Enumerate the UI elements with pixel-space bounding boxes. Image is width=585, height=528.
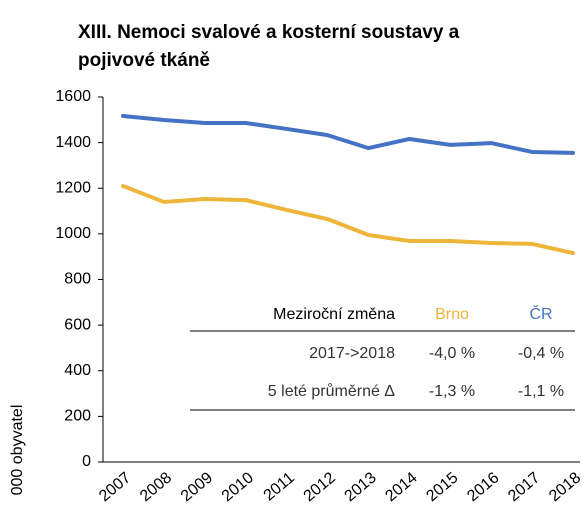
table-cell: -1,1 % — [518, 383, 564, 400]
table-cell: -4,0 % — [429, 345, 475, 362]
x-tick-label: 2017 — [505, 469, 543, 505]
table-cell: -0,4 % — [518, 345, 564, 362]
chart-title: pojivové tkáně — [78, 50, 210, 71]
x-tick-label: 2014 — [382, 469, 420, 505]
table-header: Brno — [435, 306, 469, 323]
x-tick-label: 2018 — [546, 469, 584, 505]
y-axis-label: 000 obyvatel — [9, 405, 26, 496]
table-cell: -1,3 % — [429, 383, 475, 400]
y-tick-label: 600 — [64, 316, 91, 333]
y-tick-label: 200 — [64, 408, 91, 425]
table-cell: 5 leté průměrné Δ — [268, 382, 396, 400]
x-tick-label: 2016 — [464, 469, 502, 505]
x-tick-label: 2008 — [137, 469, 175, 505]
y-tick-label: 800 — [64, 271, 91, 288]
y-tick-label: 1400 — [55, 134, 91, 151]
y-tick-label: 0 — [82, 453, 91, 470]
y-tick-label: 1200 — [55, 179, 91, 196]
x-tick-label: 2012 — [301, 469, 339, 505]
y-tick-label: 400 — [64, 362, 91, 379]
table-header: ČR — [529, 304, 552, 323]
chart-title: XIII. Nemoci svalové a kosterní soustavy… — [78, 22, 460, 43]
x-tick-label: 2015 — [423, 469, 461, 505]
x-tick-label: 2010 — [219, 469, 257, 505]
x-tick-label: 2013 — [342, 469, 380, 505]
y-tick-label: 1600 — [55, 88, 91, 105]
x-tick-label: 2011 — [261, 469, 298, 504]
x-tick-label: 2007 — [96, 469, 134, 505]
line-series — [121, 183, 575, 256]
x-tick-label: 2009 — [178, 469, 216, 505]
line-series — [121, 113, 575, 155]
table-header: Meziroční změna — [273, 306, 395, 323]
table-cell: 2017->2018 — [309, 345, 395, 362]
y-tick-label: 1000 — [55, 225, 91, 242]
